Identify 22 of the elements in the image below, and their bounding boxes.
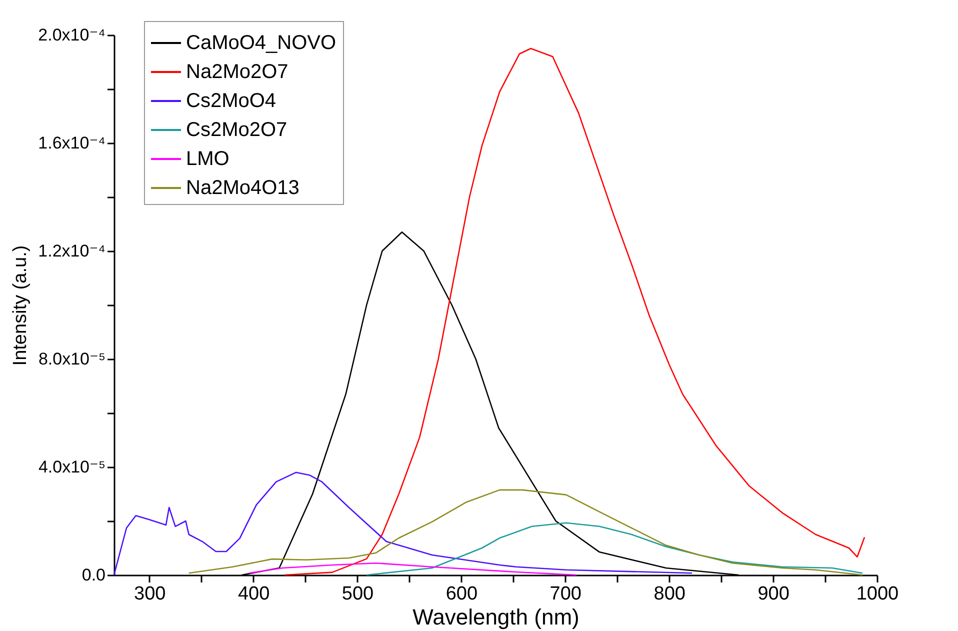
x-axis-title: Wavelength (nm)	[412, 604, 580, 630]
y-tick-label: 2.0x10⁻⁴	[38, 26, 106, 44]
x-tick-label: 700	[550, 584, 582, 604]
legend-label: Na2Mo2O7	[186, 61, 288, 83]
legend-label: CaMoO4_NOVO	[186, 32, 336, 54]
legend-label: Na2Mo4O13	[186, 177, 300, 199]
y-tick-label: 8.0x10⁻⁵	[38, 350, 106, 368]
y-tick-label: 4.0x10⁻⁵	[38, 458, 106, 476]
x-tick-label: 400	[238, 584, 270, 604]
x-tick-label: 800	[654, 584, 686, 604]
x-tick-label: 900	[758, 584, 790, 604]
y-tick-label: 1.6x10⁻⁴	[38, 134, 106, 152]
x-tick-label: 300	[134, 584, 166, 604]
x-tick-label: 500	[342, 584, 374, 604]
legend-label: Cs2MoO4	[186, 90, 276, 112]
x-tick-label: 600	[446, 584, 478, 604]
y-axis-title: Intensity (a.u.)	[10, 245, 32, 366]
x-tick-label: 1000	[856, 584, 899, 604]
legend-label: Cs2Mo2O7	[186, 119, 288, 141]
y-tick-label: 0.0	[82, 566, 106, 584]
y-tick-label: 1.2x10⁻⁴	[38, 242, 106, 260]
legend-label: LMO	[186, 148, 230, 170]
